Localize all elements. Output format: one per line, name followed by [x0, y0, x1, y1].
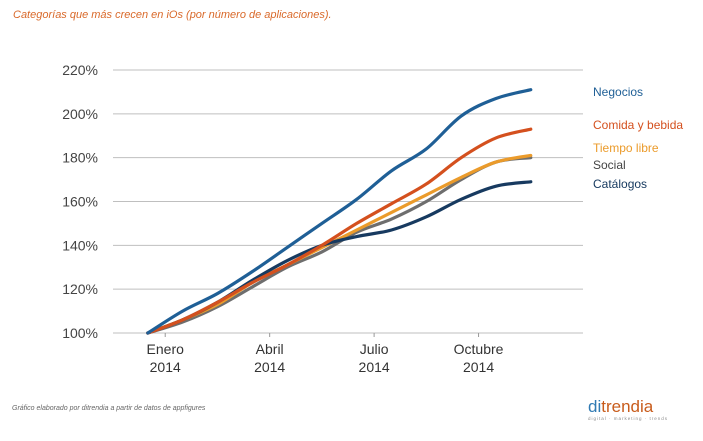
ditrendia-logo: ditrendia digital · marketing · trends	[588, 398, 668, 421]
y-tick-label: 220%	[62, 62, 98, 78]
series-line-comida-y-bebida	[146, 127, 533, 335]
legend: Negocios Comida y bebida Tiempo libre Socia…	[593, 85, 683, 191]
logo-wordmark-prefix: di	[588, 397, 602, 416]
x-tick-label: Enero	[147, 341, 185, 357]
legend-entry: Tiempo libre	[593, 141, 659, 155]
source-footnote: Gráfico elaborado por ditrendia a partir…	[12, 405, 206, 412]
y-axis-ticks: 100% 120% 140% 160% 180% 200% 220%	[62, 62, 98, 341]
x-axis-ticks: Enero 2014 Abril 2014 Julio 2014 Octubre 2014	[147, 333, 504, 375]
legend-entry: Catálogos	[593, 177, 647, 191]
x-tick-label: Abril	[256, 341, 284, 357]
x-tick-year: 2014	[359, 359, 390, 375]
chart-title: Categorías que más crecen en iOs (por nú…	[13, 9, 332, 21]
logo-wordmark: ditrendia	[588, 398, 668, 415]
x-tick-year: 2014	[254, 359, 285, 375]
y-tick-label: 200%	[62, 106, 98, 122]
x-tick-year: 2014	[150, 359, 181, 375]
y-tick-label: 100%	[62, 325, 98, 341]
legend-entry: Negocios	[593, 85, 643, 99]
series-line-negocios	[146, 88, 533, 335]
legend-entry: Social	[593, 158, 626, 172]
y-tick-label: 180%	[62, 150, 98, 166]
logo-wordmark-suffix: trendia	[601, 397, 654, 416]
y-tick-label: 140%	[62, 237, 98, 253]
series-lines	[146, 88, 533, 335]
x-tick-year: 2014	[463, 359, 494, 375]
y-tick-label: 120%	[62, 281, 98, 297]
grid-lines	[113, 69, 583, 334]
x-tick-label: Julio	[360, 341, 389, 357]
x-tick-label: Octubre	[454, 341, 504, 357]
y-tick-label: 160%	[62, 194, 98, 210]
legend-entry: Comida y bebida	[593, 118, 683, 132]
series-line-tiempo-libre	[146, 153, 533, 335]
logo-tagline: digital · marketing · trends	[588, 416, 669, 421]
